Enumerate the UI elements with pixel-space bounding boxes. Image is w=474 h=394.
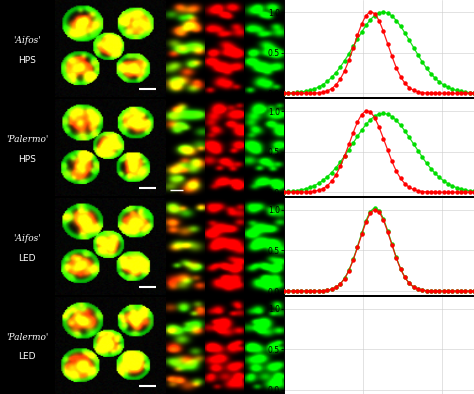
Text: LED: LED: [18, 353, 36, 361]
Text: 'Palermo': 'Palermo': [6, 333, 48, 342]
Text: 'Aifos': 'Aifos': [13, 234, 41, 243]
Text: 'Aifos': 'Aifos': [13, 36, 41, 45]
Text: LED: LED: [18, 254, 36, 263]
Text: HPS: HPS: [18, 155, 36, 164]
Text: 'Palermo': 'Palermo': [6, 135, 48, 144]
Text: HPS: HPS: [18, 56, 36, 65]
